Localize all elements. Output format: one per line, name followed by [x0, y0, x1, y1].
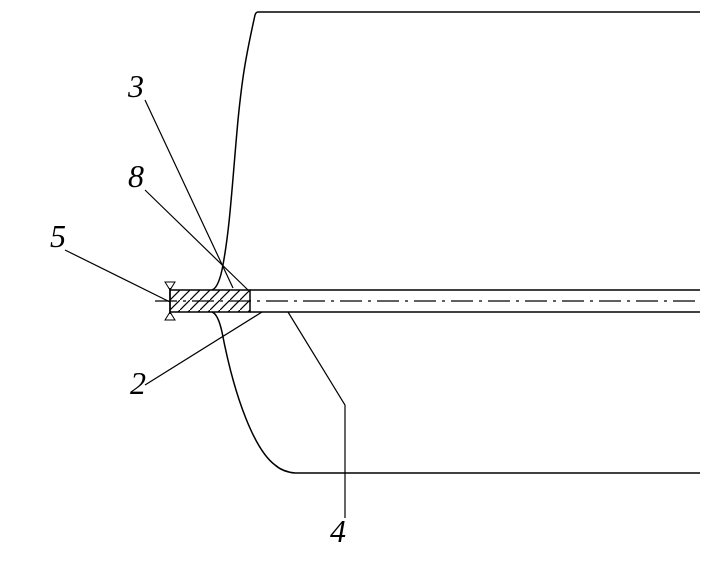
leader-line-8: [145, 190, 248, 290]
upper-contour: [212, 12, 700, 290]
label-2: 2: [130, 365, 146, 402]
lower-contour: [212, 312, 700, 473]
leader-line-5: [65, 250, 170, 302]
label-3: 3: [128, 68, 144, 105]
leader-line-4: [288, 312, 345, 518]
label-5: 5: [50, 218, 66, 255]
leader-line-2: [145, 312, 262, 385]
label-8: 8: [128, 158, 144, 195]
leader-line-3: [145, 100, 233, 288]
technical-diagram: [0, 0, 710, 568]
label-4: 4: [330, 513, 346, 550]
